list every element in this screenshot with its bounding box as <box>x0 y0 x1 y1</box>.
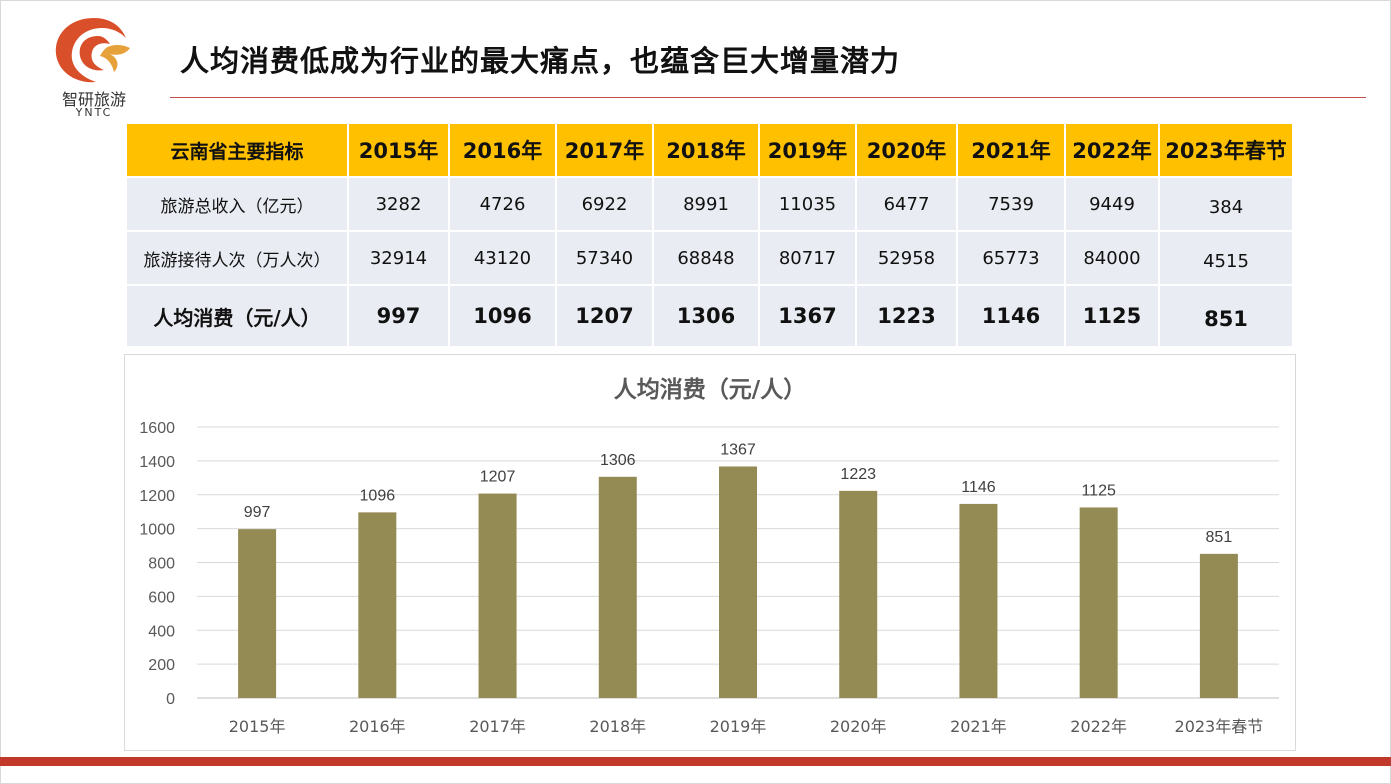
brand-logo: 智研旅游 YNTC <box>44 14 144 120</box>
table-cell: 4515 <box>1158 230 1294 286</box>
bar <box>719 466 757 698</box>
bar <box>598 476 637 698</box>
bar <box>959 503 998 698</box>
y-tick-label: 600 <box>148 589 175 606</box>
data-label: 851 <box>1206 529 1233 546</box>
table-cell: 1367 <box>758 284 857 348</box>
bar <box>478 493 517 698</box>
table-cell: 57340 <box>555 230 654 286</box>
x-tick-label: 2023年春节 <box>1175 717 1264 736</box>
bar-chart-panel: 人均消费（元/人） 0 200 400 600 800 1000 1200 1400 1600 99… <box>124 354 1296 751</box>
bar <box>839 490 878 698</box>
page-title: 人均消费低成为行业的最大痛点，也蕴含巨大增量潜力 <box>180 44 901 78</box>
data-label: 1223 <box>840 466 876 483</box>
table-header-row: 云南省主要指标 2015年 2016年 2017年 2018年 2019年 20… <box>125 122 1294 178</box>
table-header-cell: 2020年 <box>855 122 958 178</box>
table-cell: 65773 <box>956 230 1066 286</box>
table-header-cell: 2022年 <box>1064 122 1160 178</box>
x-tick-label: 2016年 <box>349 717 406 736</box>
table-header-cell: 2019年 <box>758 122 857 178</box>
table-header-cell: 2018年 <box>652 122 760 178</box>
bar <box>238 529 277 698</box>
table-cell: 7539 <box>956 176 1066 232</box>
table-cell: 68848 <box>652 230 760 286</box>
data-label: 997 <box>244 504 271 521</box>
table-cell: 32914 <box>347 230 450 286</box>
x-tick-label: 2018年 <box>589 717 646 736</box>
table-row-visitors: 旅游接待人次（万人次） 32914 43120 57340 68848 8071… <box>125 230 1294 286</box>
bar <box>358 512 397 698</box>
data-label: 1146 <box>961 479 996 496</box>
y-tick-label: 200 <box>148 657 175 674</box>
data-label: 1125 <box>1081 482 1116 499</box>
x-tick-label: 2015年 <box>229 717 286 736</box>
y-tick-label: 1200 <box>139 488 175 505</box>
table-cell: 1223 <box>855 284 958 348</box>
table-header-cell: 2017年 <box>555 122 654 178</box>
y-tick-label: 1400 <box>139 454 175 471</box>
table-header-cell: 2023年春节 <box>1158 122 1294 178</box>
data-label: 1207 <box>480 469 516 486</box>
data-label: 1306 <box>600 452 636 469</box>
table-cell: 11035 <box>758 176 857 232</box>
table-row-label: 旅游接待人次（万人次） <box>125 230 349 286</box>
y-tick-label: 1600 <box>139 420 175 437</box>
table-cell: 80717 <box>758 230 857 286</box>
bar <box>1079 507 1118 698</box>
footer-bar <box>0 757 1391 766</box>
table-cell: 6477 <box>855 176 958 232</box>
data-label: 1367 <box>720 441 756 458</box>
y-tick-label: 400 <box>148 623 175 640</box>
table-cell: 1125 <box>1064 284 1160 348</box>
table-cell: 1096 <box>448 284 557 348</box>
table-header-cell: 2021年 <box>956 122 1066 178</box>
title-divider <box>170 97 1366 98</box>
table-cell: 384 <box>1158 176 1294 232</box>
table-row-label: 人均消费（元/人） <box>125 284 349 348</box>
x-tick-label: 2022年 <box>1070 717 1127 736</box>
table-cell: 9449 <box>1064 176 1160 232</box>
table-cell: 1146 <box>956 284 1066 348</box>
table-cell: 997 <box>347 284 450 348</box>
table-header-cell: 2015年 <box>347 122 450 178</box>
x-tick-label: 2019年 <box>710 717 767 736</box>
table-cell: 1207 <box>555 284 654 348</box>
table-cell: 851 <box>1158 284 1294 348</box>
table-row-per-capita: 人均消费（元/人） 997 1096 1207 1306 1367 1223 1… <box>125 284 1294 348</box>
bar-chart: 人均消费（元/人） 0 200 400 600 800 1000 1200 1400 1600 99… <box>139 376 1279 736</box>
table-cell: 1306 <box>652 284 760 348</box>
table-cell: 3282 <box>347 176 450 232</box>
table-cell: 6922 <box>555 176 654 232</box>
table-cell: 52958 <box>855 230 958 286</box>
y-tick-label: 0 <box>166 691 175 708</box>
y-tick-label: 1000 <box>139 522 175 539</box>
x-tick-label: 2020年 <box>830 717 887 736</box>
table-row-revenue: 旅游总收入（亿元） 3282 4726 6922 8991 11035 6477… <box>125 176 1294 232</box>
bar <box>1199 553 1238 698</box>
logo-mark-icon <box>55 18 130 83</box>
table-row-label: 旅游总收入（亿元） <box>125 176 349 232</box>
brand-name-cn: 智研旅游 <box>61 90 126 109</box>
table-header-cell: 2016年 <box>448 122 557 178</box>
table-header-cell: 云南省主要指标 <box>125 122 349 178</box>
chart-title: 人均消费（元/人） <box>614 376 806 403</box>
brand-name-en: YNTC <box>75 106 113 119</box>
table-cell: 4726 <box>448 176 557 232</box>
x-tick-label: 2021年 <box>950 717 1007 736</box>
table-cell: 43120 <box>448 230 557 286</box>
table-cell: 8991 <box>652 176 760 232</box>
data-label: 1096 <box>360 487 396 504</box>
x-tick-label: 2017年 <box>469 717 526 736</box>
indicator-table: 云南省主要指标 2015年 2016年 2017年 2018年 2019年 20… <box>125 122 1294 348</box>
table-cell: 84000 <box>1064 230 1160 286</box>
y-tick-label: 800 <box>148 556 175 573</box>
